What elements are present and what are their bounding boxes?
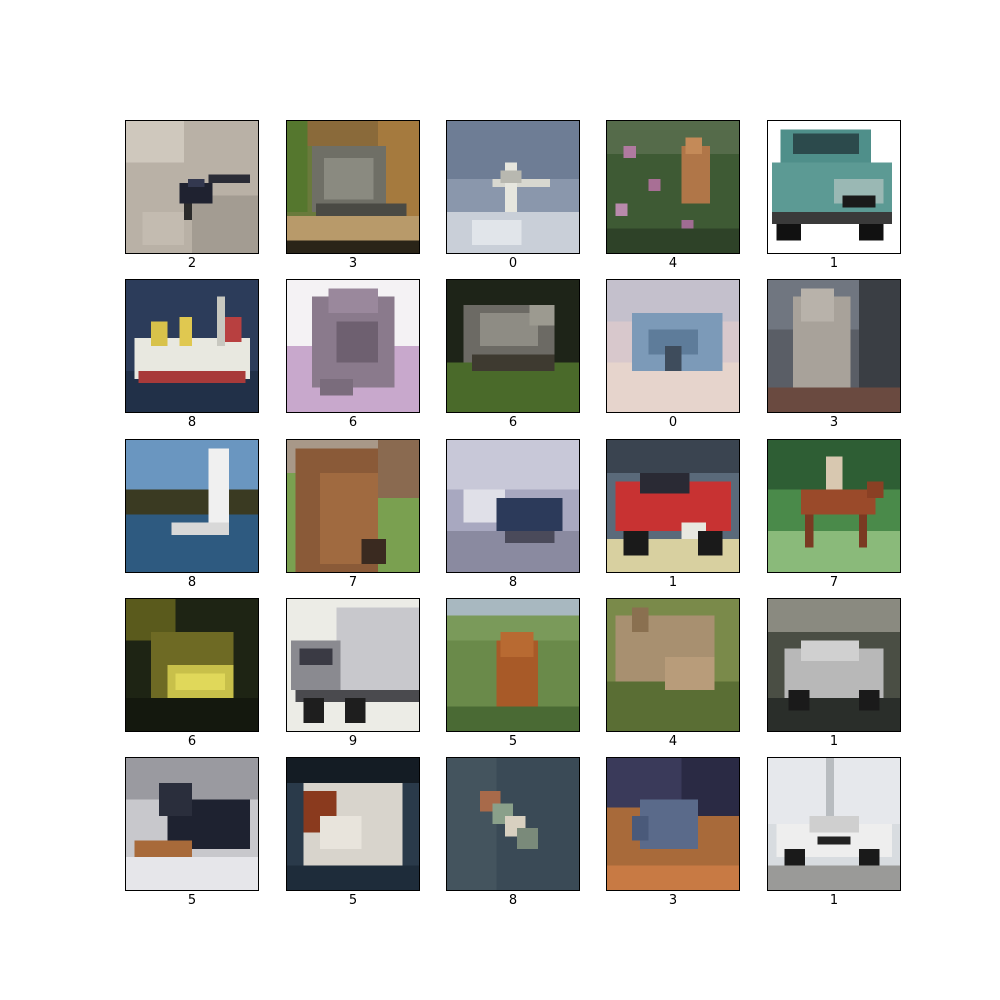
class-label: 1: [829, 256, 839, 271]
grid-cell: 5: [125, 757, 259, 908]
class-label: 5: [348, 893, 358, 908]
grid-cell: 1: [767, 757, 901, 908]
class-label: 8: [508, 893, 518, 908]
thumbnail-image: [446, 757, 580, 891]
grid-cell: 6: [446, 279, 580, 430]
grid-cell: 2: [125, 120, 259, 271]
grid-cell: 5: [446, 598, 580, 749]
grid-cell: 6: [286, 279, 420, 430]
thumbnail-image: [286, 439, 420, 573]
grid-cell: 8: [125, 439, 259, 590]
class-label: 0: [508, 256, 518, 271]
thumbnail-image: [606, 598, 740, 732]
class-label: 5: [508, 734, 518, 749]
class-label: 8: [508, 575, 518, 590]
class-label: 0: [668, 415, 678, 430]
thumbnail-image: [446, 439, 580, 573]
grid-cell: 0: [446, 120, 580, 271]
grid-cell: 8: [446, 439, 580, 590]
grid-cell: 1: [606, 439, 740, 590]
class-label: 1: [829, 893, 839, 908]
grid-cell: 6: [125, 598, 259, 749]
thumbnail-image: [286, 757, 420, 891]
class-label: 4: [668, 734, 678, 749]
class-label: 7: [829, 575, 839, 590]
thumbnail-image: [125, 279, 259, 413]
thumbnail-image: [767, 120, 901, 254]
grid-cell: 3: [767, 279, 901, 430]
thumbnail-image: [767, 439, 901, 573]
grid-cell: 1: [767, 598, 901, 749]
grid-cell: 4: [606, 120, 740, 271]
class-label: 4: [668, 256, 678, 271]
thumbnail-image: [286, 279, 420, 413]
thumbnail-image: [606, 757, 740, 891]
grid-cell: 8: [446, 757, 580, 908]
class-label: 8: [187, 415, 197, 430]
class-label: 6: [187, 734, 197, 749]
class-label: 2: [187, 256, 197, 271]
class-label: 5: [187, 893, 197, 908]
grid-cell: 4: [606, 598, 740, 749]
grid-cell: 5: [286, 757, 420, 908]
grid-cell: 9: [286, 598, 420, 749]
thumbnail-image: [606, 279, 740, 413]
class-label: 3: [348, 256, 358, 271]
grid-cell: 7: [286, 439, 420, 590]
thumbnail-image: [125, 598, 259, 732]
class-label: 8: [187, 575, 197, 590]
thumbnail-image: [767, 598, 901, 732]
class-label: 3: [829, 415, 839, 430]
thumbnail-image: [286, 120, 420, 254]
class-label: 7: [348, 575, 358, 590]
class-label: 3: [668, 893, 678, 908]
thumbnail-image: [125, 120, 259, 254]
thumbnail-image: [125, 439, 259, 573]
thumbnail-image: [446, 120, 580, 254]
class-label: 1: [668, 575, 678, 590]
class-label: 6: [348, 415, 358, 430]
grid-cell: 3: [606, 757, 740, 908]
class-label: 9: [348, 734, 358, 749]
thumbnail-image: [286, 598, 420, 732]
grid-cell: 1: [767, 120, 901, 271]
grid-cell: 0: [606, 279, 740, 430]
thumbnail-image: [606, 120, 740, 254]
class-label: 1: [829, 734, 839, 749]
thumbnail-image: [767, 757, 901, 891]
thumbnail-image: [606, 439, 740, 573]
grid-cell: 8: [125, 279, 259, 430]
thumbnail-image: [125, 757, 259, 891]
thumbnail-image: [446, 598, 580, 732]
thumbnail-image: [767, 279, 901, 413]
class-label: 6: [508, 415, 518, 430]
grid-cell: 3: [286, 120, 420, 271]
grid-cell: 7: [767, 439, 901, 590]
thumbnail-image: [446, 279, 580, 413]
